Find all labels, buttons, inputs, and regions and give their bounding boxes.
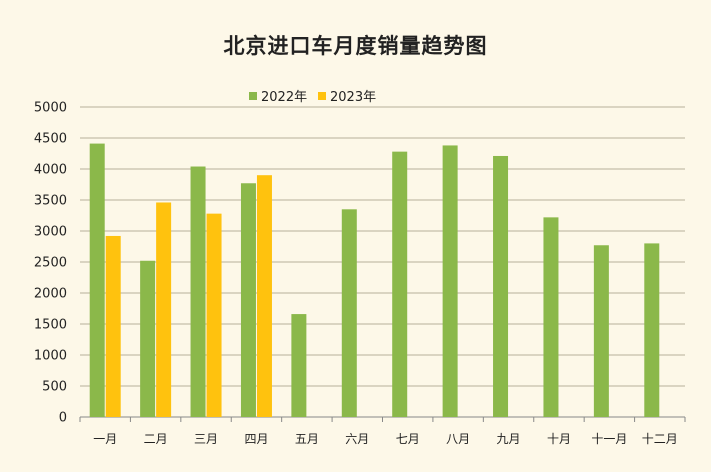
x-tick-label: 七月 bbox=[396, 432, 420, 446]
x-tick-label: 五月 bbox=[295, 432, 319, 446]
bar-2023年-一月 bbox=[105, 235, 121, 417]
x-tick-label: 十二月 bbox=[642, 432, 678, 446]
bar-2022年-十一月 bbox=[593, 245, 609, 417]
y-tick-label: 3000 bbox=[34, 225, 67, 240]
x-tick-label: 九月 bbox=[497, 432, 521, 446]
bar-2022年-四月 bbox=[240, 183, 256, 417]
bar-2022年-二月 bbox=[140, 260, 156, 417]
x-tick-label: 三月 bbox=[194, 432, 218, 446]
chart-title: 北京进口车月度销量趋势图 bbox=[223, 34, 488, 58]
x-tick-label: 二月 bbox=[144, 432, 168, 446]
bar-2022年-七月 bbox=[392, 151, 408, 417]
y-tick-label: 1000 bbox=[34, 349, 67, 364]
bar-2022年-十二月 bbox=[644, 243, 660, 417]
x-tick-label: 十月 bbox=[547, 432, 571, 446]
y-tick-label: 0 bbox=[59, 411, 67, 426]
y-tick-label: 5000 bbox=[34, 101, 67, 116]
bar-2022年-一月 bbox=[89, 143, 105, 417]
y-tick-label: 4000 bbox=[34, 163, 67, 178]
x-tick-label: 八月 bbox=[446, 432, 470, 446]
legend-label: 2023年 bbox=[330, 90, 376, 105]
y-tick-label: 2000 bbox=[34, 287, 67, 302]
legend-swatch bbox=[318, 92, 326, 100]
bar-2022年-九月 bbox=[493, 155, 509, 418]
x-tick-label: 一月 bbox=[93, 432, 117, 446]
bar-2022年-五月 bbox=[291, 314, 307, 417]
y-tick-label: 4500 bbox=[34, 132, 67, 147]
bar-2023年-二月 bbox=[156, 202, 172, 417]
x-tick-label: 四月 bbox=[244, 432, 268, 446]
legend-swatch bbox=[249, 92, 257, 100]
bar-2023年-三月 bbox=[206, 213, 222, 417]
bar-2022年-十月 bbox=[543, 217, 559, 417]
legend-label: 2022年 bbox=[261, 90, 307, 105]
bar-2022年-六月 bbox=[341, 209, 357, 417]
y-tick-label: 2500 bbox=[34, 256, 67, 271]
bar-2023年-四月 bbox=[256, 175, 272, 417]
x-tick-label: 六月 bbox=[345, 432, 369, 446]
y-tick-label: 3500 bbox=[34, 194, 67, 209]
bar-2022年-三月 bbox=[190, 166, 206, 417]
x-tick-label: 十一月 bbox=[591, 432, 627, 446]
bar-2022年-八月 bbox=[442, 145, 458, 417]
y-tick-label: 1500 bbox=[34, 318, 67, 333]
y-tick-label: 500 bbox=[42, 380, 67, 395]
